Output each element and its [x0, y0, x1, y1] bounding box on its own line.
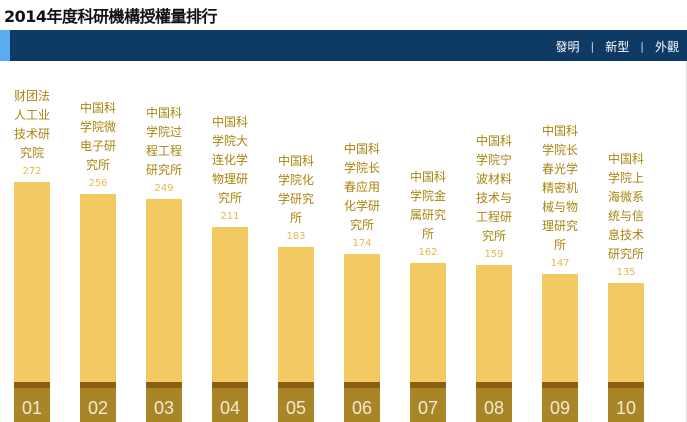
value-label: 272 — [22, 166, 42, 177]
rank-label: 08 — [476, 388, 512, 422]
bar-base-strip — [608, 382, 644, 388]
rank-label: 04 — [212, 388, 248, 422]
value-label: 147 — [550, 258, 570, 269]
category-label: 中国科学院长春光学精密机械与物理研究所 — [541, 124, 578, 252]
value-label: 256 — [88, 178, 108, 189]
value-label: 211 — [220, 211, 240, 222]
bar-column[interactable]: 中国科学院上海微系统与信息技术研究所 135 10 — [608, 61, 644, 422]
category-nav: 發明 | 新型 | 外觀 — [0, 30, 687, 61]
category-label: 财团法人工业技术研究院 — [13, 89, 50, 160]
value-label: 249 — [154, 183, 174, 194]
value-label: 183 — [286, 231, 306, 242]
category-label: 中国科学院过程工程研究所 — [145, 106, 182, 177]
value-label: 159 — [484, 249, 504, 260]
bar-base-strip — [410, 382, 446, 388]
value-label: 162 — [418, 247, 438, 258]
bar-base-strip — [476, 382, 512, 388]
nav-accent — [0, 30, 10, 61]
category-label: 中国科学院化学研究所 — [277, 154, 314, 225]
bar-base-strip — [212, 382, 248, 388]
bar-column[interactable]: 中国科学院微电子研究所 256 02 — [80, 61, 116, 422]
category-label: 中国科学院上海微系统与信息技术研究所 — [607, 152, 644, 261]
rank-label: 10 — [608, 388, 644, 422]
category-label: 中国科学院宁波材料技术与工程研究所 — [475, 134, 512, 243]
rank-label: 06 — [344, 388, 380, 422]
bar-base-strip — [542, 382, 578, 388]
bar[interactable] — [476, 265, 512, 382]
bar[interactable] — [212, 227, 248, 382]
bar-base-strip — [14, 382, 50, 388]
bar-column[interactable]: 中国科学院长春光学精密机械与物理研究所 147 09 — [542, 61, 578, 422]
bar[interactable] — [14, 182, 50, 382]
bar[interactable] — [542, 274, 578, 382]
tab-separator: | — [640, 40, 644, 53]
tab-invention[interactable]: 發明 — [555, 40, 580, 54]
bar[interactable] — [608, 283, 644, 382]
bar-base-strip — [146, 382, 182, 388]
rank-label: 05 — [278, 388, 314, 422]
bar-column[interactable]: 中国科学院宁波材料技术与工程研究所 159 08 — [476, 61, 512, 422]
bar-base-strip — [80, 382, 116, 388]
page-title: 2014年度科研機構授權量排行 — [4, 7, 218, 26]
bar-column[interactable]: 中国科学院过程工程研究所 249 03 — [146, 61, 182, 422]
bar[interactable] — [410, 263, 446, 382]
bar-chart: 财团法人工业技术研究院 272 01 中国科学院微电子研究所 256 02 中国科学院过程工… — [0, 61, 687, 422]
rank-label: 07 — [410, 388, 446, 422]
rank-label: 01 — [14, 388, 50, 422]
value-label: 135 — [616, 267, 636, 278]
bar[interactable] — [278, 247, 314, 382]
category-label: 中国科学院大连化学物理研究所 — [211, 115, 248, 205]
bar-column[interactable]: 财团法人工业技术研究院 272 01 — [14, 61, 50, 422]
bar-column[interactable]: 中国科学院化学研究所 183 05 — [278, 61, 314, 422]
bar[interactable] — [146, 199, 182, 382]
bar[interactable] — [80, 194, 116, 382]
bar-column[interactable]: 中国科学院大连化学物理研究所 211 04 — [212, 61, 248, 422]
rank-label: 02 — [80, 388, 116, 422]
bar-base-strip — [278, 382, 314, 388]
category-label: 中国科学院长春应用化学研究所 — [343, 142, 380, 232]
rank-label: 03 — [146, 388, 182, 422]
bar-column[interactable]: 中国科学院金属研究所 162 07 — [410, 61, 446, 422]
bar-column[interactable]: 中国科学院长春应用化学研究所 174 06 — [344, 61, 380, 422]
bar[interactable] — [344, 254, 380, 382]
category-label: 中国科学院金属研究所 — [409, 170, 446, 241]
rank-label: 09 — [542, 388, 578, 422]
tab-separator: | — [590, 40, 595, 53]
tab-utility-model[interactable]: 新型 — [605, 40, 630, 54]
tab-design[interactable]: 外觀 — [654, 40, 679, 54]
value-label: 174 — [352, 238, 372, 249]
category-label: 中国科学院微电子研究所 — [79, 101, 116, 172]
bar-base-strip — [344, 382, 380, 388]
